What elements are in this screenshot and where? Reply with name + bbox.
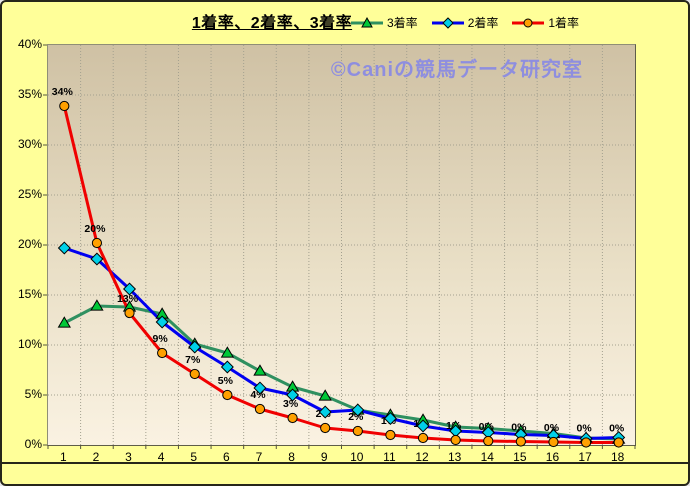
data-label-first-place-rate: 9% <box>153 333 169 345</box>
data-point-first-place-rate <box>385 429 396 441</box>
data-point-second-place-rate <box>123 282 137 296</box>
y-axis-label: 25% <box>17 187 42 201</box>
data-point-second-place-rate <box>318 405 332 419</box>
legend-label: 2着率 <box>467 16 499 30</box>
y-axis-label: 0% <box>24 437 42 451</box>
y-axis-label: 40% <box>17 37 42 51</box>
data-point-first-place-rate <box>483 435 494 447</box>
triangle-marker-icon <box>351 16 383 27</box>
data-point-first-place-rate <box>189 368 200 380</box>
diamond-marker-icon <box>431 16 464 29</box>
data-point-first-place-rate <box>548 436 559 448</box>
x-axis-label: 10 <box>350 450 364 464</box>
data-label-first-place-rate: 7% <box>185 354 201 366</box>
data-point-third-place-rate <box>253 364 267 376</box>
data-point-second-place-rate <box>351 403 365 417</box>
triangle-icon <box>361 16 373 27</box>
y-axis-label: 30% <box>17 137 42 151</box>
x-axis-label: 6 <box>223 450 230 464</box>
legend-item-third-place-rate: 3着率 <box>350 14 418 31</box>
x-axis-label: 1 <box>59 450 67 464</box>
x-axis-label: 16 <box>545 450 560 464</box>
data-point-first-place-rate <box>417 432 429 444</box>
data-point-second-place-rate <box>383 411 397 426</box>
chart-legend: 3着率 2着率 1着率 <box>350 14 579 31</box>
chart-title: 1着率、2着率、3着率 <box>191 15 353 32</box>
x-axis-label: 3 <box>125 450 132 464</box>
data-point-second-place-rate <box>220 360 234 374</box>
x-axis-label: 13 <box>447 450 462 464</box>
data-point-first-place-rate <box>450 434 461 446</box>
data-point-first-place-rate <box>287 412 298 424</box>
legend-item-second-place-rate: 2着率 <box>431 14 499 31</box>
y-axis-label: 5% <box>24 387 42 401</box>
data-label-first-place-rate: 34% <box>52 86 74 98</box>
data-point-first-place-rate <box>157 347 168 359</box>
chart-plot: 34%20%13%9%7%5%4%3%2%2%1%1%1%0%0%0%0%0% <box>43 44 636 449</box>
data-point-third-place-rate <box>57 316 71 328</box>
data-point-second-place-rate <box>155 315 169 329</box>
x-axis-label: 4 <box>157 450 165 464</box>
data-point-second-place-rate <box>188 340 202 354</box>
data-point-first-place-rate <box>91 237 103 249</box>
legend-label: 3着率 <box>387 16 418 30</box>
watermark: ©Caniの競馬データ研究室 <box>330 59 583 81</box>
data-label-first-place-rate: 0% <box>576 423 592 435</box>
y-axis-label: 20% <box>17 237 42 251</box>
data-point-second-place-rate <box>90 252 104 266</box>
data-point-second-place-rate <box>253 381 267 395</box>
data-label-first-place-rate: 13% <box>117 293 139 305</box>
data-point-first-place-rate <box>59 100 70 112</box>
circle-icon <box>523 18 533 27</box>
x-axis-label: 8 <box>288 450 295 464</box>
data-point-third-place-rate <box>90 299 104 311</box>
x-axis-label: 15 <box>513 450 527 464</box>
chart-frame-bottom-border <box>2 462 688 464</box>
data-point-first-place-rate <box>580 437 592 448</box>
data-point-third-place-rate <box>220 346 235 358</box>
diamond-icon <box>441 16 454 29</box>
data-label-first-place-rate: 0% <box>609 423 625 435</box>
series-line-first-place-rate <box>62 104 621 444</box>
data-point-first-place-rate <box>124 307 135 319</box>
plot-area: 34%20%13%9%7%5%4%3%2%2%1%1%1%0%0%0%0%0% … <box>43 44 636 449</box>
x-axis-label: 12 <box>415 450 429 464</box>
x-axis-label: 17 <box>578 450 592 464</box>
y-axis-label: 15% <box>17 287 42 301</box>
y-axis-label: 10% <box>17 337 42 351</box>
legend-label: 1着率 <box>548 16 580 30</box>
x-axis-label: 2 <box>92 450 100 464</box>
data-point-first-place-rate <box>352 425 363 437</box>
data-label-first-place-rate: 20% <box>84 223 106 235</box>
data-label-first-place-rate: 3% <box>283 398 299 410</box>
x-axis-label: 11 <box>383 450 396 464</box>
x-axis-label: 18 <box>611 450 625 464</box>
data-point-second-place-rate <box>416 419 430 433</box>
y-axis-label: 35% <box>17 87 42 101</box>
data-point-first-place-rate <box>254 403 266 415</box>
circle-marker-icon <box>512 18 545 27</box>
data-point-second-place-rate <box>57 241 71 255</box>
data-point-first-place-rate <box>222 389 233 401</box>
data-point-first-place-rate <box>320 422 331 434</box>
data-point-second-place-rate <box>286 388 300 402</box>
x-axis-label: 9 <box>320 450 328 464</box>
legend-item-first-place-rate: 1着率 <box>511 14 579 31</box>
data-label-first-place-rate: 5% <box>218 375 234 387</box>
series-line-third-place-rate <box>62 304 621 441</box>
x-axis-label: 5 <box>190 450 198 464</box>
x-axis-label: 7 <box>255 450 263 464</box>
x-axis-label: 14 <box>480 450 494 464</box>
data-point-third-place-rate <box>318 389 332 401</box>
data-point-first-place-rate <box>515 436 526 447</box>
data-point-first-place-rate <box>613 437 624 448</box>
